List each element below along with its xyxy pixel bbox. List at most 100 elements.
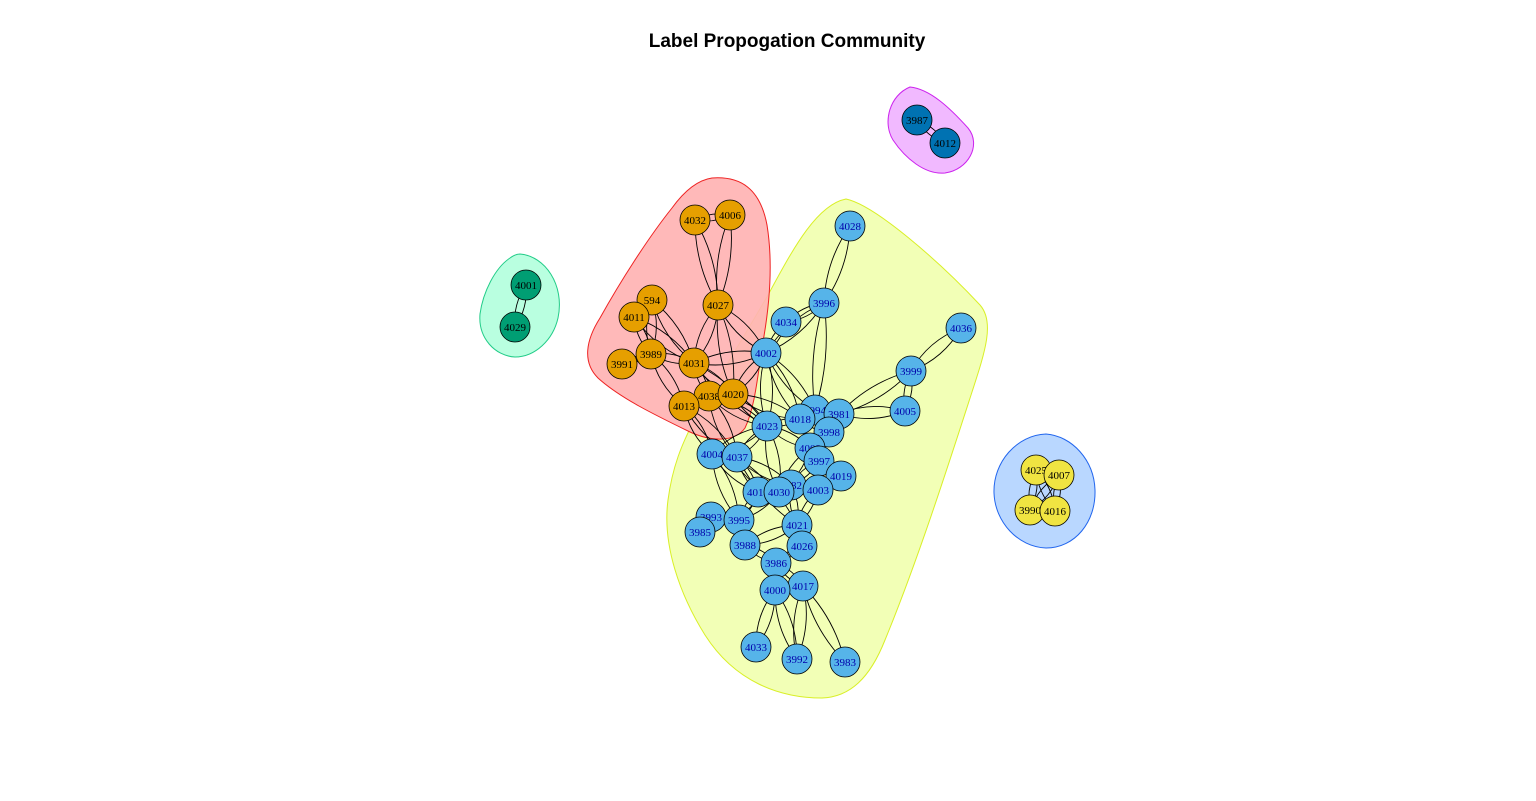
node-circle [717, 378, 749, 410]
node-4037: 4037 [721, 441, 753, 473]
node-4016: 4016 [1039, 495, 1071, 527]
node-4011: 4011 [618, 301, 650, 333]
node-4020: 4020 [717, 378, 749, 410]
node-label: 4028 [839, 221, 862, 233]
node-label: 4005 [894, 406, 917, 418]
node-circle [834, 210, 866, 242]
node-circle [895, 355, 927, 387]
node-3996: 3996 [808, 287, 840, 319]
node-4025: 4025 [1020, 454, 1052, 486]
node-label: 594 [644, 295, 661, 307]
node-label: 4019 [830, 471, 853, 483]
node-4006: 4006 [714, 199, 746, 231]
node-circle [714, 199, 746, 231]
node-4002: 4002 [750, 337, 782, 369]
node-3990: 3990 [1014, 494, 1046, 526]
node-label: 4036 [950, 323, 973, 335]
node-circle [802, 474, 834, 506]
node-circle [702, 289, 734, 321]
node-label: 4003 [807, 485, 830, 497]
node-circle [606, 348, 638, 380]
node-circle [668, 390, 700, 422]
node-3988: 3988 [729, 529, 761, 561]
node-circle [829, 646, 861, 678]
node-circle [679, 204, 711, 236]
node-label: 4025 [1025, 465, 1048, 477]
node-circle [808, 287, 840, 319]
node-label: 3995 [728, 515, 751, 527]
node-4000: 4000 [759, 574, 791, 606]
node-label: 4037 [726, 452, 749, 464]
node-3992: 3992 [781, 643, 813, 675]
node-label: 4006 [719, 210, 742, 222]
node-circle [740, 631, 772, 663]
node-label: 3997 [808, 456, 831, 468]
node-4028: 4028 [834, 210, 866, 242]
node-4003: 4003 [802, 474, 834, 506]
community-hulls [479, 86, 1096, 699]
node-label: 3992 [786, 654, 808, 666]
node-3999: 3999 [895, 355, 927, 387]
node-3983: 3983 [829, 646, 861, 678]
node-3991: 3991 [606, 348, 638, 380]
node-label: 4012 [934, 138, 956, 150]
node-label: 4000 [764, 585, 787, 597]
node-label: 4016 [1044, 506, 1067, 518]
node-label: 3991 [611, 359, 633, 371]
node-label: 3983 [834, 657, 857, 669]
node-4017: 4017 [787, 570, 819, 602]
node-circle [889, 395, 921, 427]
node-circle [784, 403, 816, 435]
node-circle [781, 643, 813, 675]
node-circle [684, 516, 716, 548]
node-4007: 4007 [1043, 459, 1075, 491]
node-circle [499, 311, 531, 343]
node-label: 3990 [1019, 505, 1042, 517]
node-4029: 4029 [499, 311, 531, 343]
node-label: 4027 [707, 300, 730, 312]
node-label: 4011 [623, 312, 645, 324]
node-4005: 4005 [889, 395, 921, 427]
node-label: 3989 [640, 349, 663, 361]
node-label: 3985 [689, 527, 712, 539]
node-4038: 4038 [693, 380, 725, 412]
node-label: 4017 [792, 581, 815, 593]
node-label: 3998 [818, 427, 841, 439]
node-label: 4001 [515, 280, 537, 292]
node-label: 4032 [684, 215, 706, 227]
node-label: 4004 [701, 449, 724, 461]
node-label: 4034 [775, 317, 798, 329]
node-label: 3999 [900, 366, 923, 378]
chart-title: Label Propogation Community [649, 31, 926, 52]
node-label: 4030 [768, 487, 791, 499]
node-circle [825, 460, 857, 492]
node-3995: 3995 [723, 504, 755, 536]
node-4031: 4031 [678, 347, 710, 379]
node-label: 4007 [1048, 470, 1071, 482]
node-circle [770, 306, 802, 338]
community-hull-blue [993, 433, 1096, 549]
node-circle [786, 530, 818, 562]
node-4012: 4012 [929, 127, 961, 159]
node-label: 4038 [698, 391, 721, 403]
node-circle [759, 574, 791, 606]
node-circle [678, 347, 710, 379]
node-3997: 3997 [803, 445, 835, 477]
node-label: 4026 [791, 541, 814, 553]
node-label: 4020 [722, 389, 745, 401]
node-circle [750, 337, 782, 369]
node-label: 4013 [673, 401, 696, 413]
node-circle [1043, 459, 1075, 491]
node-4018: 4018 [784, 403, 816, 435]
node-4001: 4001 [510, 269, 542, 301]
node-circle [751, 410, 783, 442]
node-circle [945, 312, 977, 344]
node-circle [763, 476, 795, 508]
node-circle [729, 529, 761, 561]
node-4013: 4013 [668, 390, 700, 422]
node-label: 4023 [756, 421, 779, 433]
node-circle [618, 301, 650, 333]
node-3987: 3987 [901, 104, 933, 136]
node-4030: 4030 [763, 476, 795, 508]
